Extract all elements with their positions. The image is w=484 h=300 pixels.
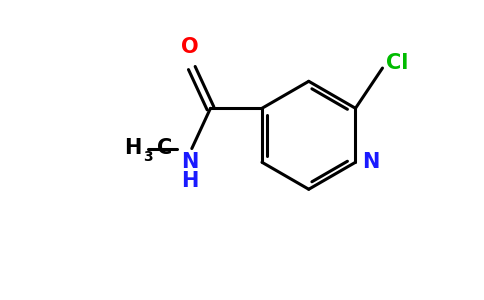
Text: Cl: Cl	[386, 53, 409, 73]
Text: N: N	[181, 152, 198, 172]
Text: H: H	[124, 137, 142, 158]
Text: H: H	[181, 171, 198, 190]
Text: 3: 3	[143, 150, 152, 164]
Text: O: O	[181, 37, 198, 57]
Text: C: C	[157, 137, 173, 158]
Text: N: N	[362, 152, 379, 172]
